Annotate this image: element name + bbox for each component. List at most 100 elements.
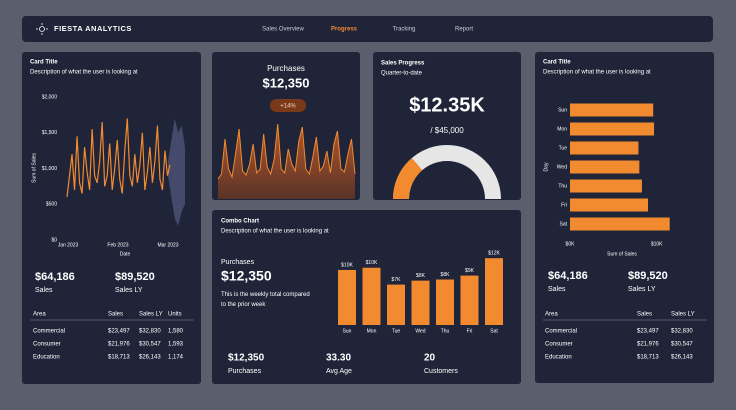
card-title: Sales Progress (381, 61, 425, 67)
y-tick-label: Mon (557, 126, 567, 132)
value-label: $10K (366, 260, 378, 266)
y-tick-label: $500 (46, 202, 57, 208)
table-header: Sales (637, 312, 652, 318)
table-cell: 1,593 (168, 342, 184, 348)
bar (570, 198, 648, 212)
logo (36, 23, 48, 35)
axis-title: Day (543, 162, 549, 171)
change-label: +14% (280, 104, 296, 110)
value-label: $8K (416, 273, 426, 279)
card (212, 52, 360, 200)
card-subtitle: Description of what the user is looking … (30, 70, 138, 76)
kpi-label: Avg Age (326, 368, 352, 375)
bar (570, 103, 654, 117)
y-tick-label: Sat (559, 221, 567, 227)
table-cell: $32,830 (671, 329, 693, 335)
table-cell: $26,143 (671, 355, 693, 361)
kpi-label: Customers (424, 368, 458, 375)
axis-title: Sum of Sales (607, 251, 637, 257)
bar (570, 217, 670, 231)
note-box: This is the weekly total compared to the… (221, 292, 310, 308)
kpi-value: $89,520 (115, 271, 155, 283)
table-cell: 1,174 (168, 355, 184, 361)
bar (338, 269, 356, 325)
kpi-label: Sales LY (628, 286, 656, 293)
x-tick-label: $0K (566, 241, 576, 247)
x-tick-label: Feb 2023 (107, 242, 128, 248)
x-tick-label: Sat (490, 328, 498, 334)
metric-value: $12,350 (221, 268, 272, 284)
value-label: $9K (465, 268, 475, 274)
kpi-label: Purchases (228, 368, 262, 375)
kpi-value: $12,350 (228, 353, 265, 364)
table-header: Area (33, 312, 46, 318)
card-title: Combo Chart (221, 219, 259, 225)
value-label: $12K (488, 251, 500, 257)
gauge-value (393, 157, 423, 199)
bar (460, 275, 479, 325)
y-tick-label: $1,500 (42, 130, 58, 136)
kpi-value: $64,186 (35, 271, 75, 283)
bar (411, 280, 430, 325)
bar (570, 160, 640, 174)
axis-title: Sum of Sales (31, 153, 37, 183)
table-cell: $23,497 (108, 329, 130, 335)
x-tick-label: Jan 2023 (58, 242, 79, 248)
bar (570, 141, 639, 155)
card-subtitle: Quarter-to-date (381, 71, 423, 77)
kpi-label: Sales (35, 287, 53, 294)
card-title: Card Title (30, 60, 58, 66)
table-cell: $30,547 (671, 342, 693, 348)
table-cell: Commercial (33, 329, 65, 335)
y-tick-label: Thu (558, 183, 567, 189)
note: This is the weekly total compared to the… (221, 292, 310, 308)
card-subtitle: Description of what the user is looking … (221, 229, 329, 235)
nav-link[interactable]: Tracking (393, 27, 416, 33)
x-tick-label: Thu (441, 328, 450, 334)
y-tick-label: Wed (557, 164, 567, 170)
y-tick-label: Sun (558, 107, 567, 113)
table-cell: $21,976 (637, 342, 659, 348)
kpi-label: Sales LY (115, 287, 143, 294)
table-cell: $32,830 (139, 329, 161, 335)
table-cell: Consumer (545, 342, 573, 348)
table-cell: 1,580 (168, 329, 184, 335)
y-tick-label: Fri (561, 202, 567, 208)
nav-link[interactable]: Progress (331, 27, 358, 33)
table-header: Sales LY (139, 312, 163, 318)
x-tick-label: Mon (367, 328, 377, 334)
change-badge (270, 99, 306, 112)
axis-title: Date (120, 251, 131, 257)
table-cell: $26,143 (139, 355, 161, 361)
x-tick-label: Mar 2023 (157, 242, 178, 248)
y-tick-label: $1,000 (42, 166, 58, 172)
table-header: Area (545, 312, 558, 318)
table-cell: $18,713 (637, 355, 659, 361)
table-cell: Consumer (33, 342, 61, 348)
progress-value: $12.35K (409, 94, 485, 116)
nav-link[interactable]: Sales Overview (262, 27, 304, 33)
kpi-value: 20 (424, 353, 436, 364)
x-tick-label: $10K (651, 241, 663, 247)
table-cell: $23,497 (637, 329, 659, 335)
bar (485, 258, 503, 325)
kpi-label: Sales (548, 286, 566, 293)
bar (387, 284, 405, 325)
table-cell: Commercial (545, 329, 577, 335)
card-title: Purchases (267, 64, 305, 73)
y-tick-label: $0 (51, 237, 57, 243)
x-tick-label: Fri (467, 328, 473, 334)
bar (570, 179, 642, 193)
table-cell: Education (33, 355, 60, 361)
table-cell: Education (545, 355, 572, 361)
brand: FIESTA ANALYTICS (54, 24, 132, 33)
table-header: Sales LY (671, 312, 695, 318)
line (66, 118, 171, 198)
table-cell: $30,547 (139, 342, 161, 348)
nav-link[interactable]: Report (455, 27, 473, 33)
forecast-band (168, 118, 185, 226)
table-cell: $18,713 (108, 355, 130, 361)
table-header: Sales (108, 312, 123, 318)
x-tick-label: Tue (392, 328, 401, 334)
